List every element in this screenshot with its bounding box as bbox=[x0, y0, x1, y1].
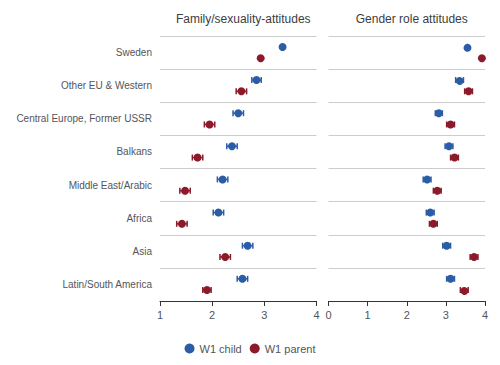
svg-text:1: 1 bbox=[365, 309, 371, 321]
svg-text:Other EU & Western: Other EU & Western bbox=[61, 80, 152, 91]
svg-text:Gender role attitudes: Gender role attitudes bbox=[356, 12, 468, 26]
svg-text:Latin/South America: Latin/South America bbox=[63, 279, 153, 290]
svg-text:Balkans: Balkans bbox=[116, 146, 152, 157]
svg-text:Sweden: Sweden bbox=[116, 47, 152, 58]
svg-text:W1 parent: W1 parent bbox=[265, 343, 316, 355]
svg-text:4: 4 bbox=[313, 309, 319, 321]
svg-text:2: 2 bbox=[404, 309, 410, 321]
svg-text:Family/sexuality-attitudes: Family/sexuality-attitudes bbox=[176, 12, 311, 26]
svg-text:4: 4 bbox=[482, 309, 488, 321]
svg-text:2: 2 bbox=[209, 309, 215, 321]
svg-text:Central Europe, Former USSR: Central Europe, Former USSR bbox=[16, 113, 152, 124]
svg-text:3: 3 bbox=[443, 309, 449, 321]
svg-text:0: 0 bbox=[325, 309, 331, 321]
svg-text:W1 child: W1 child bbox=[200, 343, 242, 355]
svg-text:Africa: Africa bbox=[126, 213, 152, 224]
svg-text:Asia: Asia bbox=[133, 246, 153, 257]
svg-text:1: 1 bbox=[157, 309, 163, 321]
svg-text:3: 3 bbox=[261, 309, 267, 321]
svg-text:Middle East/Arabic: Middle East/Arabic bbox=[69, 180, 152, 191]
